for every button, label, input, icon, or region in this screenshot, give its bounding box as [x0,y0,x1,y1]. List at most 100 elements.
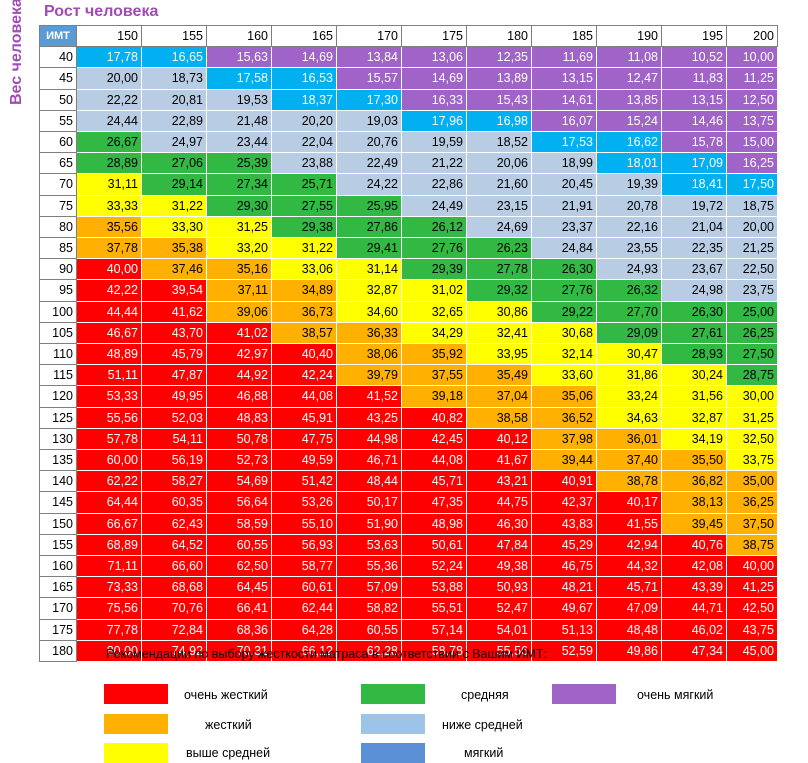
bmi-cell: 52,03 [141,406,207,429]
height-col-header: 180 [466,24,532,48]
weight-row-header: 125 [39,406,77,429]
height-col-header: 175 [401,24,467,48]
bmi-cell: 45,91 [271,406,337,429]
bmi-cell: 46,30 [466,512,532,535]
bmi-cell: 49,67 [531,597,597,620]
bmi-cell: 10,00 [726,46,778,69]
bmi-cell: 12,35 [466,46,532,69]
bmi-cell: 13,75 [726,109,778,133]
bmi-cell: 47,34 [661,639,727,663]
bmi-cell: 19,03 [336,109,402,133]
bmi-cell: 64,52 [141,533,207,557]
legend-label-soft: мягкий [464,746,504,760]
table-row: 135 60,00 56,19 52,73 49,59 46,71 44,08 41,67 39… [39,449,778,472]
bmi-cell: 16,98 [466,109,532,133]
bmi-cell: 29,22 [531,300,597,323]
bmi-cell: 23,55 [596,237,662,260]
weight-row-header: 160 [39,555,77,578]
bmi-cell: 36,52 [531,406,597,429]
bmi-cell: 40,00 [76,258,142,281]
bmi-cell: 13,85 [596,88,662,111]
table-row: 140 62,22 58,27 54,69 51,42 48,44 45,71 43,21 40… [39,470,778,493]
bmi-cell: 27,76 [401,237,467,260]
height-col-header: 150 [76,24,142,48]
table-row: 105 46,67 43,70 41,02 38,57 36,33 34,29 32,41 30… [39,321,778,345]
legend-swatch-above-medium [104,743,168,763]
bmi-cell: 27,76 [531,279,597,302]
height-col-header: 190 [596,24,662,48]
table-row: 160 71,11 66,60 62,50 58,77 55,36 52,24 49,38 46… [39,555,778,578]
bmi-cell: 47,87 [141,364,207,387]
bmi-cell: 18,37 [271,88,337,111]
bmi-cell: 33,60 [531,364,597,387]
table-row: 40 17,78 16,65 15,63 14,69 13,84 13,06 12,35 11,… [39,46,778,69]
bmi-cell: 38,13 [661,491,727,514]
bmi-cell: 68,36 [206,618,272,641]
weight-row-header: 145 [39,491,77,514]
bmi-cell: 37,50 [726,512,778,535]
bmi-cell: 24,22 [336,173,402,196]
table-row: 60 26,67 24,97 23,44 22,04 20,76 19,59 18,52 17,… [39,131,778,154]
legend-swatch-firm [104,714,168,734]
bmi-cell: 21,48 [206,109,272,133]
bmi-cell: 35,92 [401,343,467,366]
bmi-cell: 17,58 [206,67,272,90]
bmi-cell: 17,09 [661,152,727,175]
bmi-cell: 20,78 [596,194,662,217]
bmi-cell: 39,54 [141,279,207,302]
table-row: 85 37,78 35,38 33,20 31,22 29,41 27,76 26,23 24,… [39,237,778,260]
weight-row-header: 45 [39,67,77,90]
bmi-cell: 60,00 [76,449,142,472]
bmi-cell: 64,45 [206,576,272,599]
bmi-cell: 26,12 [401,215,467,239]
bmi-cell: 15,00 [726,131,778,154]
bmi-cell: 34,63 [596,406,662,429]
bmi-cell: 49,38 [466,555,532,578]
bmi-cell: 24,69 [466,215,532,239]
bmi-cell: 26,30 [531,258,597,281]
bmi-cell: 77,78 [76,618,142,641]
bmi-cell: 20,00 [76,67,142,90]
height-col-header: 195 [661,24,727,48]
bmi-cell: 33,20 [206,237,272,260]
bmi-cell: 13,06 [401,46,467,69]
bmi-cell: 24,84 [531,237,597,260]
bmi-cell: 31,11 [76,173,142,196]
bmi-cell: 39,18 [401,385,467,408]
bmi-cell: 40,82 [401,406,467,429]
bmi-cell: 42,37 [531,491,597,514]
bmi-cell: 54,69 [206,470,272,493]
bmi-cell: 66,60 [141,555,207,578]
bmi-cell: 62,22 [76,470,142,493]
bmi-cell: 24,97 [141,131,207,154]
bmi-cell: 49,86 [596,639,662,663]
bmi-cell: 51,13 [531,618,597,641]
bmi-cell: 16,53 [271,67,337,90]
bmi-cell: 14,69 [271,46,337,69]
bmi-cell: 46,75 [531,555,597,578]
bmi-cell: 56,64 [206,491,272,514]
weight-row-header: 165 [39,576,77,599]
table-row: 170 75,56 70,76 66,41 62,44 58,82 55,51 52,47 49… [39,597,778,620]
weight-row-header: 75 [39,194,77,217]
bmi-cell: 48,44 [336,470,402,493]
bmi-cell: 26,23 [466,237,532,260]
bmi-cell: 26,25 [726,321,778,345]
bmi-cell: 50,78 [206,427,272,451]
bmi-cell: 41,55 [596,512,662,535]
bmi-cell: 73,33 [76,576,142,599]
bmi-cell: 36,82 [661,470,727,493]
bmi-cell: 19,53 [206,88,272,111]
corner-label: ИМТ [39,24,77,48]
bmi-cell: 23,75 [726,279,778,302]
bmi-cell: 58,27 [141,470,207,493]
bmi-cell: 37,11 [206,279,272,302]
bmi-cell: 14,61 [531,88,597,111]
bmi-cell: 55,10 [271,512,337,535]
table-row: 150 66,67 62,43 58,59 55,10 51,90 48,98 46,30 43… [39,512,778,535]
bmi-cell: 52,73 [206,449,272,472]
bmi-cell: 10,52 [661,46,727,69]
bmi-cell: 46,71 [336,449,402,472]
bmi-cell: 31,02 [401,279,467,302]
bmi-cell: 62,43 [141,512,207,535]
